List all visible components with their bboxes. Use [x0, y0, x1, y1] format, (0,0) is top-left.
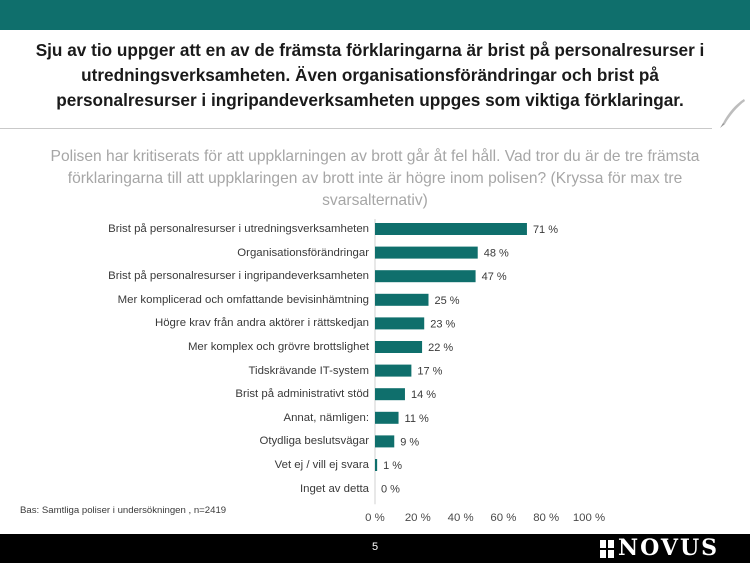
- bar: [375, 246, 478, 259]
- x-tick-label: 0 %: [365, 512, 385, 524]
- category-label: Annat, nämligen:: [283, 411, 370, 424]
- category-label: Brist på personalresurser i ingripandeve…: [108, 270, 369, 283]
- value-label: 71 %: [533, 224, 558, 236]
- category-label: Högre krav från andra aktörer i rättsked…: [155, 317, 369, 330]
- value-label: 17 %: [417, 366, 442, 378]
- value-label: 9 %: [400, 436, 419, 448]
- slide-headline: Sju av tio uppger att en av de främsta f…: [35, 40, 705, 110]
- base-note: Bas: Samtliga poliser i undersökningen ,…: [20, 505, 227, 516]
- top-band: [0, 0, 750, 30]
- value-label: 0 %: [381, 484, 400, 496]
- x-tick-label: 40 %: [448, 512, 474, 524]
- category-label: Vet ej / vill ej svara: [274, 459, 369, 471]
- survey-question: Polisen har kritiserats för att uppklarn…: [50, 148, 700, 209]
- bar: [375, 388, 405, 401]
- category-label: Mer komplicerad och omfattande bevisinhä…: [117, 293, 369, 306]
- bar: [375, 223, 527, 235]
- category-label: Inget av detta: [299, 482, 369, 495]
- x-tick-label: 20 %: [405, 512, 431, 524]
- page-number: 5: [371, 541, 379, 553]
- category-label: Otydliga beslutsvägar: [259, 435, 369, 448]
- category-label: Brist på personalresurser i utredningsve…: [108, 223, 369, 235]
- bar: [375, 317, 425, 330]
- logo-text: NOVUS: [618, 535, 720, 561]
- x-tick-label: 100 %: [573, 512, 605, 524]
- novus-logo: NOVUS: [600, 536, 719, 561]
- x-tick-label: 80 %: [533, 512, 559, 524]
- bar: [375, 435, 395, 448]
- bar: [375, 411, 399, 424]
- bar: [375, 293, 429, 306]
- value-label: 14 %: [411, 389, 436, 401]
- divider: [0, 128, 712, 129]
- category-label: Brist på administrativt stöd: [235, 388, 369, 401]
- x-tick-label: 60 %: [490, 512, 516, 524]
- value-label: 1 %: [383, 460, 402, 472]
- category-label: Mer komplex och grövre brottslighet: [187, 341, 369, 353]
- bar: [375, 341, 423, 353]
- bar: [375, 459, 378, 471]
- category-label: Organisationsförändringar: [237, 246, 369, 259]
- value-label: 47 %: [482, 271, 507, 283]
- bottom-band: [0, 534, 750, 563]
- value-label: 48 %: [484, 248, 509, 260]
- category-label: Tidskrävande IT-system: [248, 364, 369, 377]
- bar: [375, 364, 412, 377]
- quill-icon: [720, 99, 745, 128]
- value-label: 25 %: [435, 295, 460, 307]
- value-label: 23 %: [430, 318, 455, 330]
- value-label: 11 %: [405, 413, 429, 425]
- logo-mark-icon: [600, 539, 614, 558]
- value-label: 22 %: [428, 342, 453, 354]
- bar: [375, 270, 476, 283]
